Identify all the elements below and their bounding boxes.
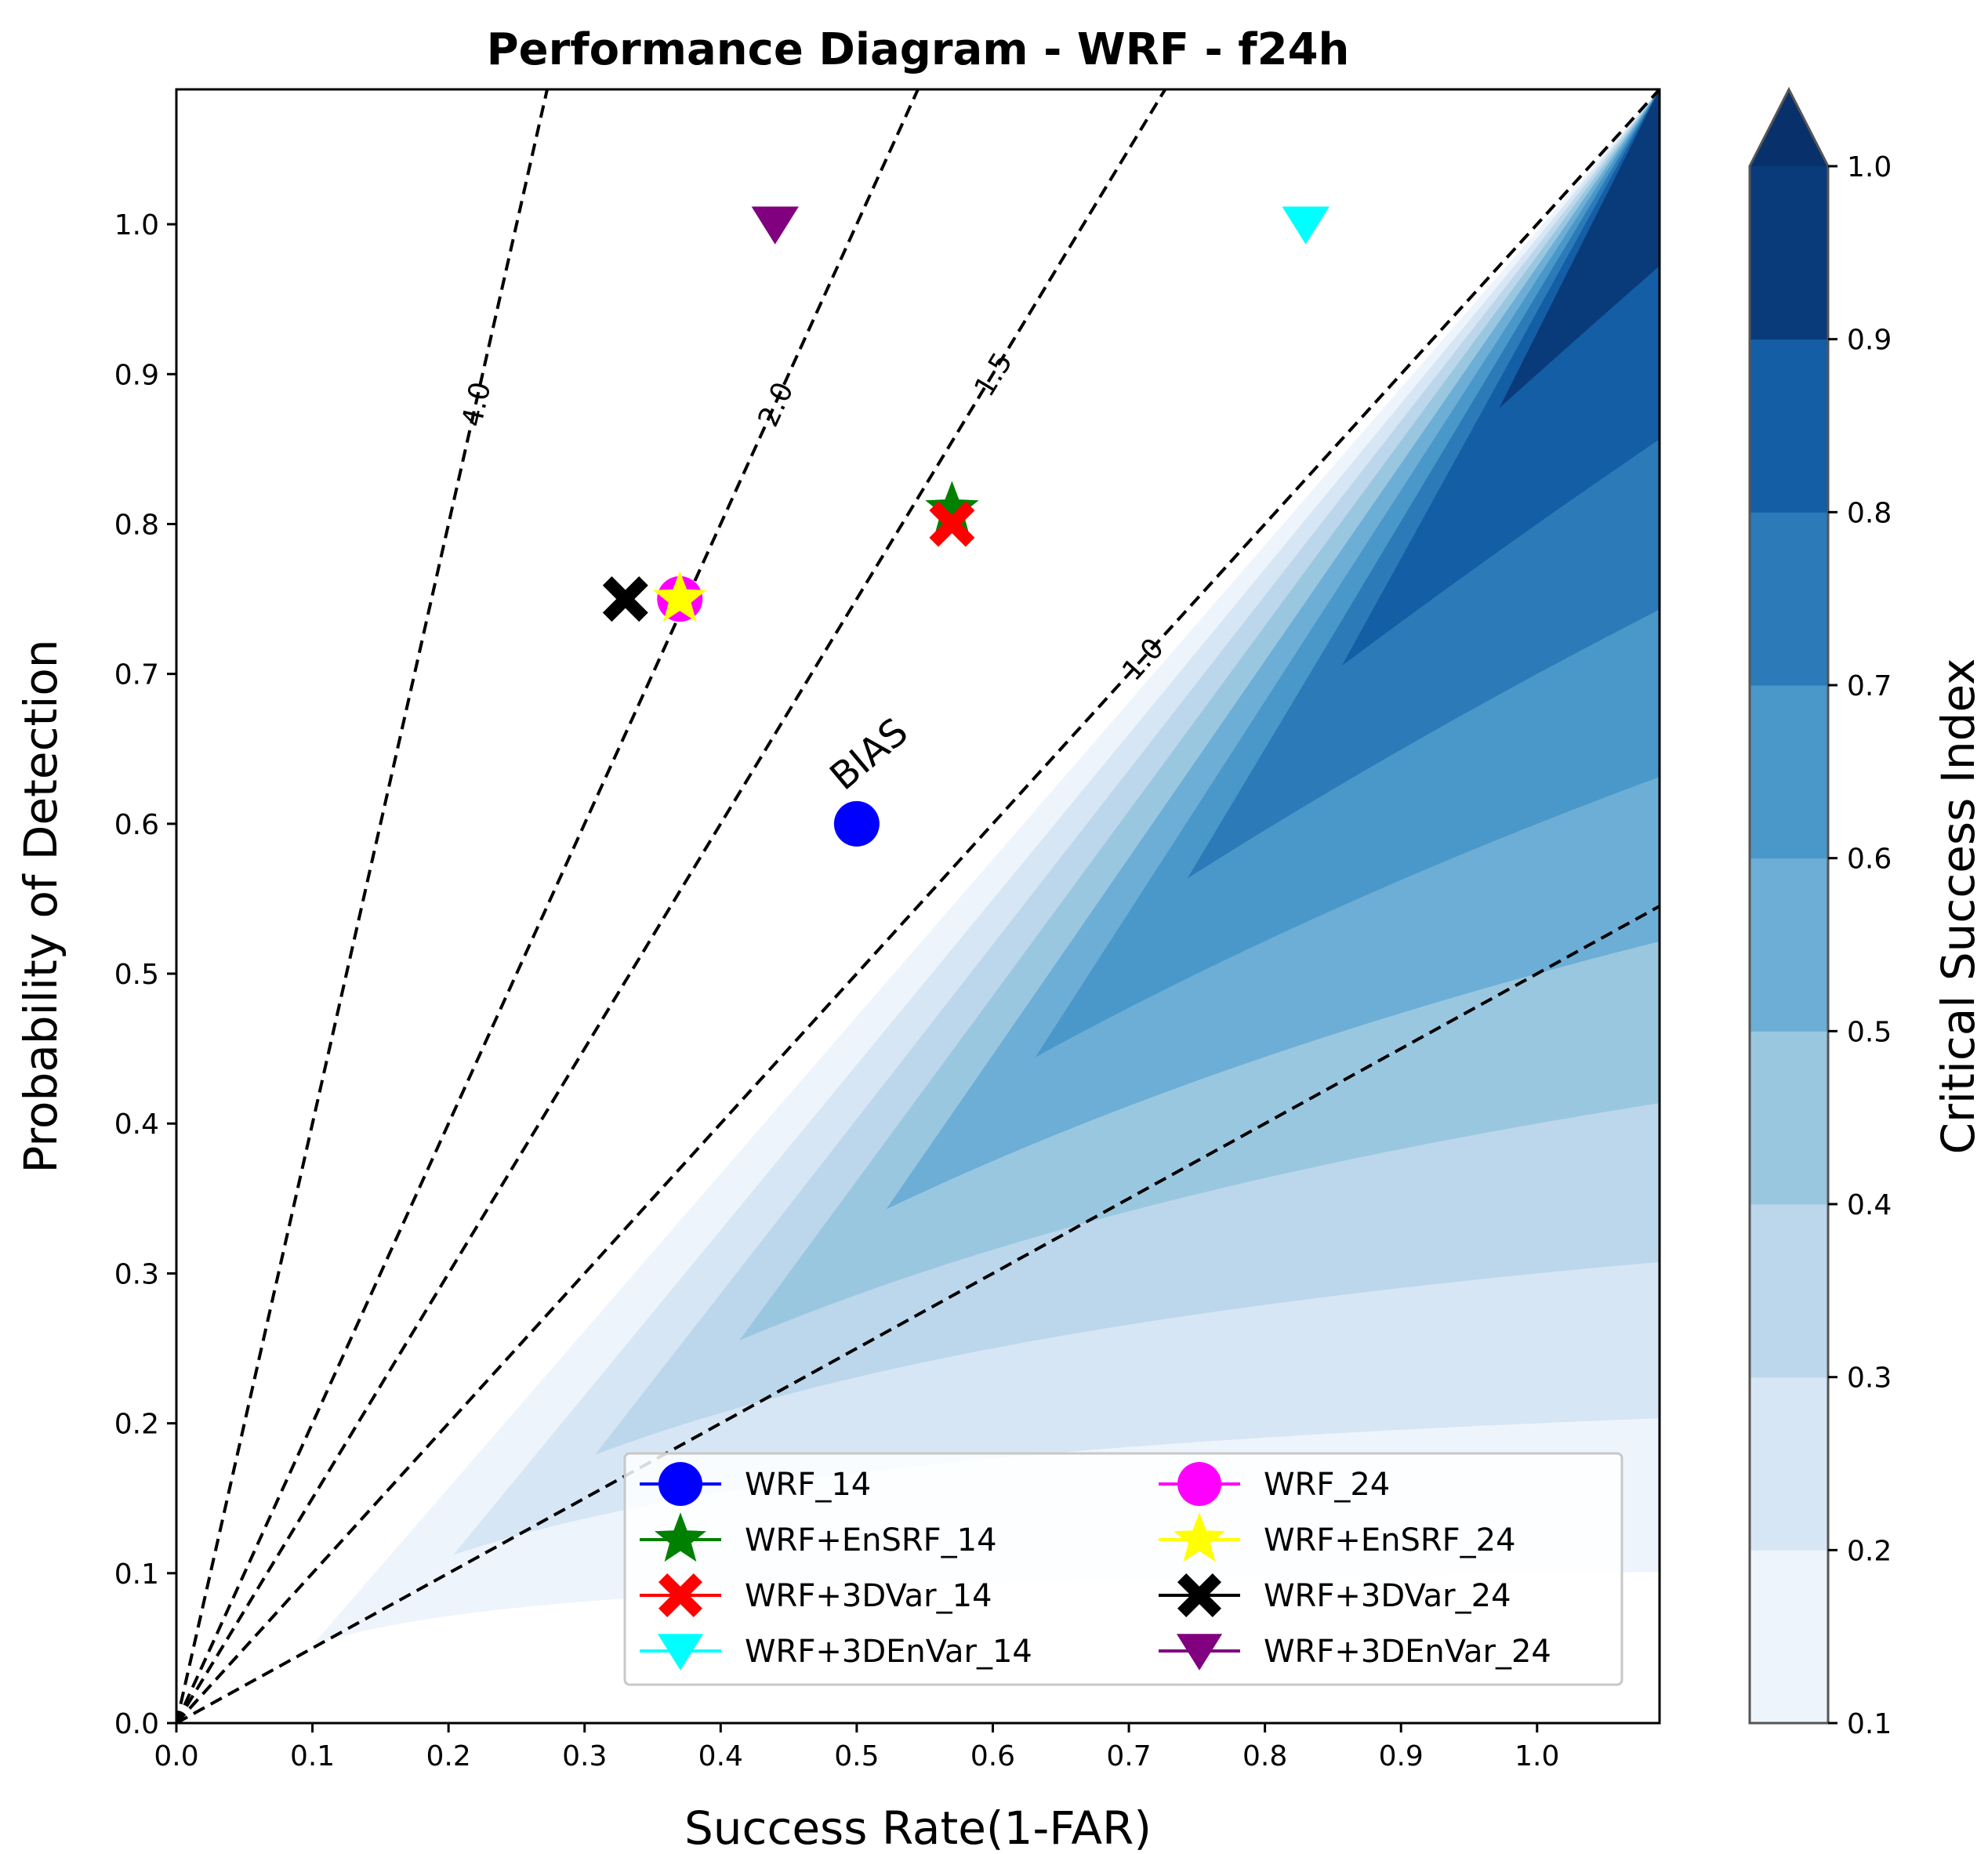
x-tick-label: 0.9 <box>1379 1740 1424 1772</box>
legend-label: WRF_24 <box>1264 1467 1390 1503</box>
bias-lines <box>176 89 1660 1723</box>
csi-band-0.8 <box>1341 89 1660 666</box>
legend-label: WRF+3DVar_14 <box>745 1578 992 1614</box>
x-tick-label: 0.3 <box>562 1740 607 1772</box>
marker-wrf-3denvar-14 <box>1282 206 1330 245</box>
y-tick-label: 1.0 <box>114 209 159 241</box>
colorbar-outline <box>1748 86 1830 1725</box>
bias-line-1.5 <box>176 89 1167 1723</box>
colorbar-band <box>1750 1031 1828 1205</box>
plot-area: 1.01.52.04.0 BIAS <box>175 88 1661 1725</box>
bias-line-1 <box>176 89 1660 1723</box>
colorbar-band <box>1750 1377 1828 1551</box>
colorbar-band <box>1750 166 1828 340</box>
marker-wrf-3dvar-14 <box>929 501 975 547</box>
marker-wrf-3dvar-24 <box>602 576 648 622</box>
marker-wrf-14 <box>833 800 880 847</box>
legend-marker <box>657 1634 704 1671</box>
legend-marker <box>1174 1512 1225 1562</box>
colorbar-tick-label: 0.2 <box>1847 1535 1892 1567</box>
colorbar-band <box>1750 858 1828 1032</box>
colorbar-tick-label: 0.8 <box>1847 497 1892 529</box>
y-axis: 0.0 0.1 0.2 0.3 0.4 0.5 0.6 0.7 0.8 0.9 1.0 <box>114 209 176 1740</box>
x-tick-label: 0.6 <box>970 1740 1015 1772</box>
bias-line-2 <box>176 89 920 1723</box>
csi-band-0.7 <box>1187 89 1660 879</box>
y-tick-label: 0.4 <box>114 1108 159 1141</box>
y-tick-label: 0.8 <box>114 509 159 541</box>
y-tick-label: 0.9 <box>114 359 159 391</box>
x-tick-label: 0.4 <box>698 1740 743 1772</box>
x-axis-label: Success Rate(1-FAR) <box>684 1801 1152 1854</box>
legend-item-wrf-3dvar-14: WRF+3DVar_14 <box>640 1573 992 1617</box>
csi-band-0.9 <box>1499 89 1660 408</box>
bias-line-0.5 <box>176 905 1660 1723</box>
y-tick-label: 0.0 <box>114 1708 159 1740</box>
data-markers <box>602 206 1330 847</box>
colorbar-extend-arrow <box>1750 89 1828 166</box>
legend-label: WRF+3DVar_24 <box>1264 1578 1511 1614</box>
legend-label: WRF+3DEnVar_24 <box>1264 1634 1551 1670</box>
chart-title: Performance Diagram - WRF - f24h <box>487 24 1350 75</box>
y-tick-label: 0.5 <box>114 959 159 991</box>
y-tick-label: 0.1 <box>114 1558 159 1591</box>
colorbar-tick-label: 0.3 <box>1847 1362 1892 1395</box>
colorbar-tick-label: 0.7 <box>1847 670 1892 702</box>
colorbar-tick-label: 0.5 <box>1847 1016 1892 1048</box>
legend-marker <box>1176 1634 1223 1671</box>
marker-wrf-3denvar-24 <box>751 206 799 245</box>
legend-item-wrf-ensrf-24: WRF+EnSRF_24 <box>1159 1512 1516 1562</box>
x-tick-label: 0.5 <box>834 1740 879 1772</box>
x-tick-label: 0.0 <box>154 1740 198 1772</box>
csi-band-0.4 <box>739 89 1660 1341</box>
legend-item-wrf-3denvar-14: WRF+3DEnVar_14 <box>640 1634 1032 1671</box>
y-axis-label: Probability of Detection <box>14 639 67 1173</box>
legend-item-wrf-3dvar-24: WRF+3DVar_24 <box>1159 1573 1511 1617</box>
legend-marker <box>658 1462 702 1506</box>
y-tick-label: 0.3 <box>114 1258 159 1290</box>
legend-item-wrf-24: WRF_24 <box>1159 1462 1390 1506</box>
legend-label: WRF+3DEnVar_14 <box>745 1634 1032 1670</box>
colorbar-band <box>1750 685 1828 859</box>
y-tick-label: 0.6 <box>114 809 159 841</box>
plot-frame <box>175 88 1661 1725</box>
legend-label: WRF_14 <box>745 1467 871 1503</box>
csi-contours <box>314 89 1660 1644</box>
x-tick-label: 0.2 <box>426 1740 471 1772</box>
marker-wrf-ensrf-24 <box>653 571 707 622</box>
legend-label: WRF+EnSRF_24 <box>1264 1522 1516 1558</box>
legend-box <box>623 1452 1623 1686</box>
x-tick-label: 0.8 <box>1242 1740 1287 1772</box>
legend-item-wrf-14: WRF_14 <box>640 1462 871 1506</box>
colorbar-band <box>1750 1204 1828 1378</box>
colorbar-band <box>1750 339 1828 513</box>
csi-band-0.5 <box>886 89 1660 1210</box>
legend-label: WRF+EnSRF_14 <box>745 1522 997 1558</box>
x-tick-label: 0.1 <box>290 1740 335 1772</box>
colorbar-tick-label: 0.9 <box>1847 325 1892 357</box>
x-tick-label: 0.7 <box>1106 1740 1151 1772</box>
colorbar-tick-label: 0.4 <box>1847 1189 1892 1221</box>
colorbar-tick-label: 1.0 <box>1847 151 1892 183</box>
legend-item-wrf-3denvar-24: WRF+3DEnVar_24 <box>1159 1634 1551 1671</box>
colorbar-band <box>1750 1550 1828 1724</box>
marker-wrf-ensrf-14 <box>925 481 979 532</box>
legend-item-wrf-ensrf-14: WRF+EnSRF_14 <box>640 1512 997 1562</box>
legend: WRF_14 WRF+EnSRF_14 WRF+3DVar_14 WRF+3DEnVa… <box>623 1452 1623 1686</box>
colorbar-tick-label: 0.6 <box>1847 844 1892 876</box>
legend-marker <box>655 1512 706 1562</box>
colorbar-tick-label: 0.1 <box>1847 1708 1892 1740</box>
legend-marker <box>1177 1573 1221 1617</box>
colorbar-label: Critical Success Index <box>1932 659 1985 1155</box>
y-tick-label: 0.2 <box>114 1409 159 1441</box>
x-axis: 0.0 0.1 0.2 0.3 0.4 0.5 0.6 0.7 0.8 0.9 1.0 <box>154 1723 1559 1772</box>
colorbar-band <box>1750 512 1828 686</box>
y-tick-label: 0.7 <box>114 659 159 691</box>
legend-marker <box>658 1573 702 1617</box>
legend-marker <box>1177 1462 1221 1506</box>
x-tick-label: 1.0 <box>1515 1740 1559 1772</box>
csi-band-0.6 <box>1035 89 1660 1058</box>
colorbar: 0.1 0.2 0.3 0.4 0.5 0.6 0.7 0.8 0.9 1.0 <box>1748 86 1892 1740</box>
